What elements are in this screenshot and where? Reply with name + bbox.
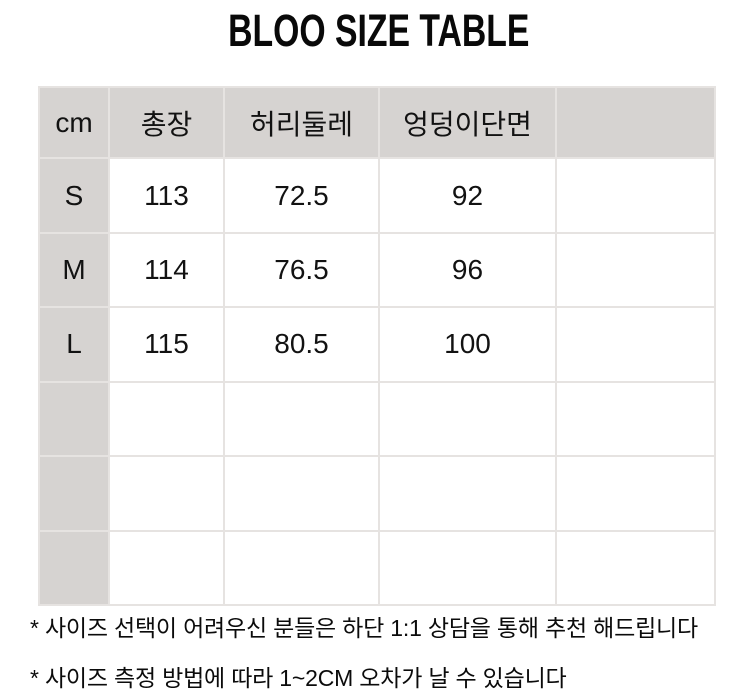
size-label [38,529,110,607]
cell-hip: 92 [378,157,557,234]
size-table: cm 총장 허리둘레 엉덩이단면 S 113 72.5 92 M 114 76.… [38,85,716,607]
cell-empty [108,455,225,532]
cell-empty [378,455,557,532]
size-label [38,380,110,458]
table-row-empty [38,455,716,532]
table-header-row: cm 총장 허리둘레 엉덩이단면 [38,85,716,160]
cell-empty [555,157,716,234]
cell-hip: 96 [378,231,557,309]
cell-empty [555,231,716,309]
cell-total-length: 115 [108,306,225,383]
cell-total-length: 114 [108,231,225,309]
cell-empty [223,529,380,607]
cell-empty [555,306,716,383]
cell-empty [108,380,225,458]
footnote-size-recommendation: * 사이즈 선택이 어려우신 분들은 하단 1:1 상담을 통해 추천 해드립니… [30,615,698,641]
table-row-m: M 114 76.5 96 [38,231,716,309]
cell-empty [378,380,557,458]
table-row-empty [38,380,716,458]
cell-empty [555,529,716,607]
cell-empty [378,529,557,607]
table-row-l: L 115 80.5 100 [38,306,716,383]
cell-waist: 72.5 [223,157,380,234]
size-label: M [38,231,110,309]
page-title: BLOO SIZE TABLE [228,5,530,56]
table-row-empty [38,529,716,607]
header-cell-hip: 엉덩이단면 [378,85,557,160]
footnote-measurement-tolerance: * 사이즈 측정 방법에 따라 1~2CM 오차가 날 수 있습니다 [30,665,567,691]
cell-hip: 100 [378,306,557,383]
size-label [38,455,110,532]
cell-empty [555,455,716,532]
header-cell-total-length: 총장 [108,85,225,160]
size-label: L [38,306,110,383]
header-cell-unit: cm [38,85,110,160]
header-cell-waist: 허리둘레 [223,85,380,160]
cell-empty [223,380,380,458]
cell-empty [555,380,716,458]
cell-waist: 80.5 [223,306,380,383]
header-cell-empty [555,85,716,160]
cell-total-length: 113 [108,157,225,234]
cell-empty [223,455,380,532]
table-row-s: S 113 72.5 92 [38,157,716,234]
cell-waist: 76.5 [223,231,380,309]
cell-empty [108,529,225,607]
size-label: S [38,157,110,234]
